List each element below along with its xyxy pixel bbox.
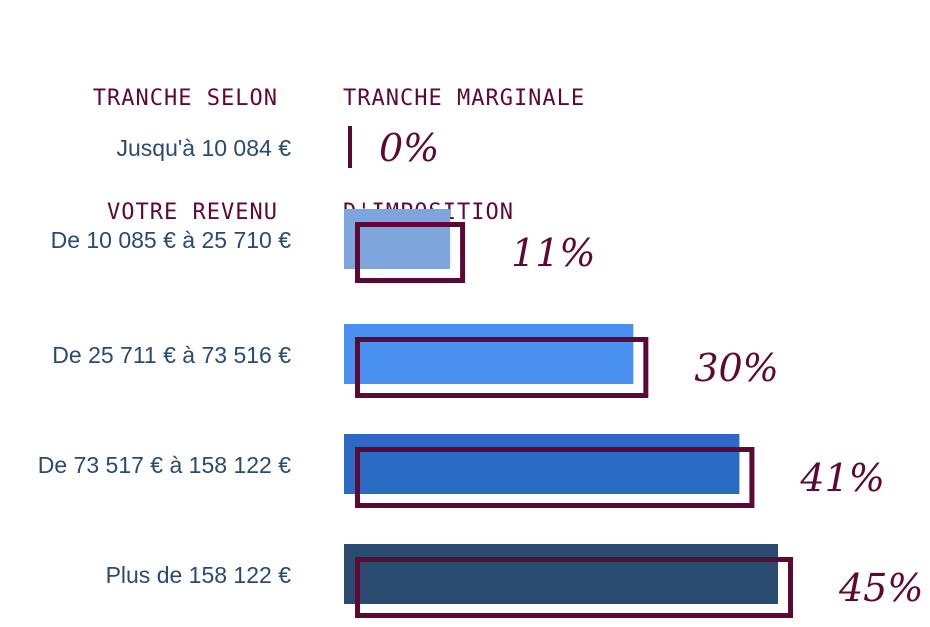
bar	[344, 209, 451, 269]
bar-outline	[355, 222, 466, 283]
bar	[344, 544, 778, 604]
income-bracket-header-line2: VOTRE REVENU	[107, 200, 278, 225]
bar	[344, 324, 634, 384]
category-label: Plus de 158 122 €	[106, 562, 292, 588]
category-label: De 73 517 € à 158 122 €	[38, 452, 291, 478]
marginal-rate-header-line1: TRANCHE MARGINALE	[343, 86, 586, 111]
zero-bar-marker	[348, 126, 352, 168]
value-label: 41%	[799, 456, 884, 500]
category-label: De 25 711 € à 73 516 €	[52, 342, 291, 368]
value-label: 0%	[379, 126, 439, 170]
value-label: 30%	[694, 346, 778, 390]
category-label: De 10 085 € à 25 710 €	[51, 227, 292, 253]
marginal-rate-header: TRANCHE MARGINALE D'IMPOSITION	[343, 4, 585, 270]
value-label: 11%	[511, 231, 595, 275]
income-bracket-header-line1: TRANCHE SELON	[92, 86, 278, 111]
bar-outline	[355, 447, 755, 508]
value-label: 45%	[838, 566, 923, 610]
income-bracket-header: TRANCHE SELON VOTRE REVENU	[93, 4, 278, 270]
bar-outline	[355, 337, 649, 398]
bar	[344, 434, 740, 494]
bar-outline	[355, 557, 793, 618]
category-label: Jusqu'à 10 084 €	[117, 135, 292, 161]
